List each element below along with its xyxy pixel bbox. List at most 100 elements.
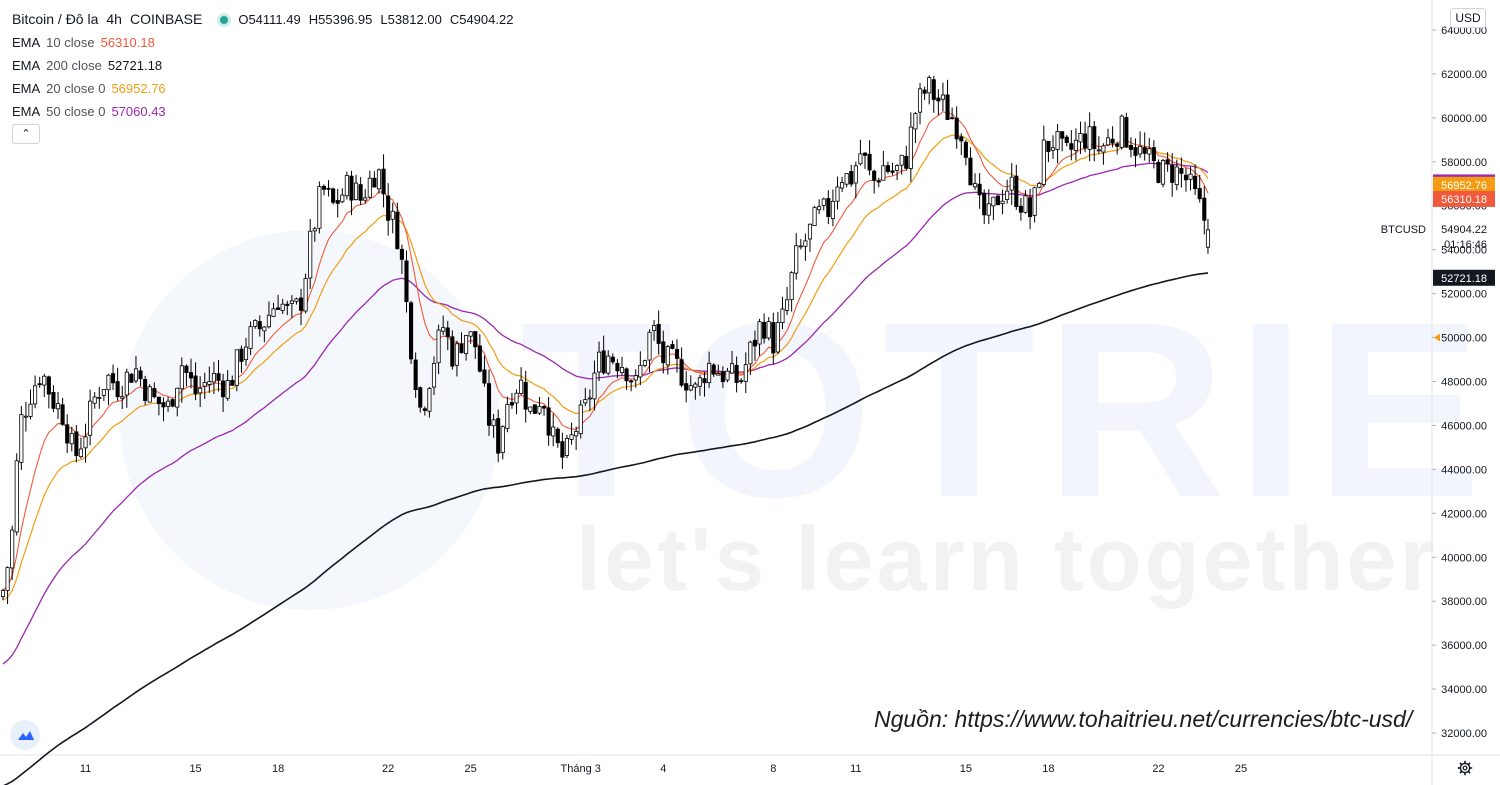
candle-body	[349, 175, 354, 201]
tradingview-logo-button[interactable]	[10, 720, 40, 750]
candle	[46, 375, 51, 409]
candle	[693, 381, 698, 400]
candle-body	[560, 441, 565, 458]
candle	[835, 176, 840, 210]
axis-price-tag-label: 56310.18	[1441, 194, 1487, 206]
candle-body	[175, 387, 180, 408]
candle	[179, 357, 184, 403]
candle	[592, 360, 597, 411]
candle-body	[147, 386, 152, 403]
indicator-row-ema200[interactable]: EMA 200 close 52721.18	[12, 54, 521, 77]
candle	[454, 340, 459, 377]
candle	[335, 188, 340, 218]
candle-body	[569, 434, 574, 440]
candle	[1096, 136, 1101, 154]
candle-body	[225, 380, 230, 399]
candle-body	[729, 363, 735, 374]
candle-body	[587, 397, 592, 400]
cloud-logo-icon	[18, 731, 34, 740]
candle-body	[519, 379, 524, 394]
candle	[193, 362, 198, 401]
candle	[33, 375, 38, 409]
interval[interactable]: 4h	[106, 11, 122, 27]
candle	[500, 425, 505, 460]
candle-body	[583, 399, 588, 404]
candle-body	[496, 418, 501, 454]
candle	[748, 340, 753, 376]
candle	[1064, 134, 1069, 147]
collapse-legend-button[interactable]: ⌃	[12, 124, 40, 144]
candle-body	[1128, 145, 1133, 150]
candle	[560, 432, 565, 469]
indicator-row-ema20[interactable]: EMA 20 close 0 56952.76	[12, 77, 521, 100]
candle	[1119, 114, 1124, 150]
candle-body	[1115, 143, 1120, 147]
candle-body	[633, 375, 638, 381]
x-tick-label: 15	[189, 763, 201, 775]
axis-price-tag-bg	[1433, 269, 1495, 286]
x-tick-label: 8	[770, 763, 776, 775]
indicator-row-ema50[interactable]: EMA 50 close 0 57060.43	[12, 100, 521, 123]
candle-body	[358, 184, 363, 201]
candle-body	[1142, 147, 1147, 154]
candle	[216, 360, 221, 392]
currency-button[interactable]: USD	[1450, 8, 1486, 28]
candle	[1023, 190, 1028, 214]
candle	[441, 315, 446, 336]
candle-body	[707, 362, 712, 384]
candle-body	[716, 373, 721, 376]
settings-button[interactable]	[1456, 759, 1474, 777]
candle	[294, 297, 299, 305]
candle	[289, 295, 294, 319]
x-tick-label: 4	[660, 763, 666, 775]
candle-body	[372, 177, 377, 188]
symbol-name[interactable]: Bitcoin / Đô la	[12, 11, 99, 27]
candle	[170, 398, 175, 408]
axis-price-tag: 56952.76	[1433, 176, 1495, 193]
candle	[551, 413, 556, 447]
candle	[844, 173, 849, 188]
candle	[927, 75, 932, 105]
y-tick-label: 34000.00	[1441, 684, 1487, 696]
candle	[541, 405, 547, 416]
indicator-row-ema10[interactable]: EMA 10 close 56310.18	[12, 31, 521, 54]
candle-body	[92, 396, 97, 404]
candle	[1005, 179, 1010, 204]
y-tick-label: 54000.00	[1441, 245, 1487, 257]
gear-icon	[1457, 760, 1473, 776]
candle	[496, 409, 501, 463]
candle-body	[945, 94, 950, 120]
candle-body	[1060, 131, 1065, 139]
candle-body	[904, 155, 909, 169]
candle-body	[606, 355, 611, 374]
candle-body	[179, 365, 184, 390]
symbol-row: Bitcoin / Đô la 4h COINBASE O54111.49 H5…	[12, 8, 521, 31]
candle	[436, 324, 441, 375]
candle-body	[28, 403, 33, 417]
candle-body	[207, 381, 212, 385]
candle	[55, 391, 61, 419]
candle	[1170, 153, 1175, 197]
candle-body	[697, 377, 702, 387]
candle	[505, 396, 510, 433]
candle	[381, 154, 386, 208]
candle-body	[509, 402, 514, 406]
x-tick-label: 22	[1152, 763, 1164, 775]
candle	[725, 367, 730, 383]
candle	[977, 173, 982, 209]
ema10-value: 56310.18	[100, 35, 155, 50]
ema50-value: 57060.43	[111, 104, 166, 119]
candle	[1018, 197, 1023, 221]
candle	[184, 364, 189, 387]
candle	[711, 363, 716, 377]
candle	[679, 347, 684, 388]
candle-body	[262, 326, 267, 332]
candle	[821, 197, 826, 211]
candle-body	[986, 203, 991, 216]
candle	[459, 332, 464, 354]
candle	[399, 244, 404, 274]
candle-body	[276, 307, 281, 310]
candle	[734, 356, 739, 393]
